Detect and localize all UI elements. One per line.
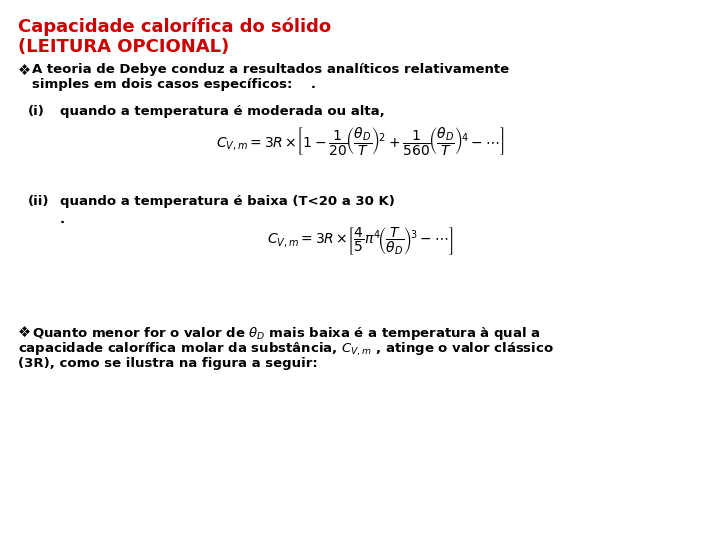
Text: (3R), como se ilustra na figura a seguir:: (3R), como se ilustra na figura a seguir… — [18, 357, 318, 370]
Text: $C_{V,m} = 3R\times\!\left[\dfrac{4}{5}\pi^4\!\left(\dfrac{T}{\theta_D}\right)^{: $C_{V,m} = 3R\times\!\left[\dfrac{4}{5}\… — [267, 225, 453, 257]
Text: simples em dois casos específicos:    .: simples em dois casos específicos: . — [32, 78, 316, 91]
Text: quando a temperatura é baixa (T<20 a 30 K): quando a temperatura é baixa (T<20 a 30 … — [60, 195, 395, 208]
Text: ❖: ❖ — [18, 63, 31, 78]
Text: A teoria de Debye conduz a resultados analíticos relativamente: A teoria de Debye conduz a resultados an… — [32, 63, 509, 76]
Text: $C_{V,m} = 3R\times\!\left[1 - \dfrac{1}{20}\!\left(\dfrac{\theta_D}{T}\right)^{: $C_{V,m} = 3R\times\!\left[1 - \dfrac{1}… — [216, 125, 504, 157]
Text: capacidade calorífica molar da substância, $C_{V,m}$ , atinge o valor clássico: capacidade calorífica molar da substânci… — [18, 341, 554, 358]
Text: ❖: ❖ — [18, 325, 31, 340]
Text: Capacidade calorífica do sólido: Capacidade calorífica do sólido — [18, 18, 331, 37]
Text: (i): (i) — [28, 105, 45, 118]
Text: quando a temperatura é moderada ou alta,: quando a temperatura é moderada ou alta, — [60, 105, 384, 118]
Text: Quanto menor for o valor de $\theta_D$ mais baixa é a temperatura à qual a: Quanto menor for o valor de $\theta_D$ m… — [32, 325, 541, 342]
Text: (ii): (ii) — [28, 195, 50, 208]
Text: (LEITURA OPCIONAL): (LEITURA OPCIONAL) — [18, 38, 229, 56]
Text: .: . — [60, 213, 65, 226]
